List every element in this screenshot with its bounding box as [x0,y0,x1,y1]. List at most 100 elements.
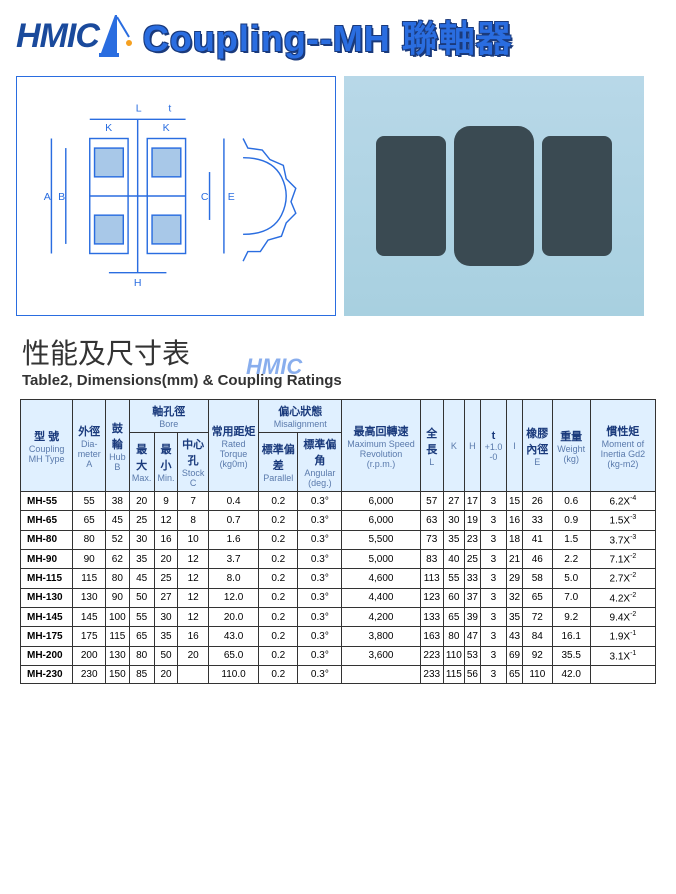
table-cell: 38 [106,492,129,511]
table-cell: 65 [443,607,464,626]
hdr-ang-cn: 標準偏角 [300,436,339,468]
table-cell: 3 [480,627,506,646]
hdr-bore-en: Bore [132,419,207,429]
table-cell: MH-80 [21,530,73,549]
table-cell: 0.3° [298,492,342,511]
table-row: MH-656545251280.70.20.3°6,00063301931633… [21,511,656,530]
table-cell: 35 [506,607,522,626]
table-cell: MH-130 [21,588,73,607]
table-cell: 0.3° [298,511,342,530]
table-cell: 16 [178,627,209,646]
table-cell: 30 [443,511,464,530]
hdr-t-cn: t [483,430,504,442]
page: HMIC Coupling--MH 聯軸器 [0,0,676,696]
table-cell: 16.1 [552,627,590,646]
table-cell: 33 [523,511,552,530]
product-photo [344,76,644,316]
table-cell: 3 [480,588,506,607]
table-cell: 35 [443,530,464,549]
table-cell: 27 [443,492,464,511]
table-cell: 20 [178,646,209,665]
table-cell: 0.3° [298,569,342,588]
table-cell: 80 [106,569,129,588]
table-cell: 27 [154,588,178,607]
table-row: MH-14514510055301220.00.20.3°4,200133653… [21,607,656,626]
table-cell: 3.7 [209,549,259,568]
table-cell: 90 [106,588,129,607]
table-cell: 20.0 [209,607,259,626]
table-cell: 0.3° [298,588,342,607]
table-cell: 45 [106,511,129,530]
table-row: MH-55553820970.40.20.3°6,000572717315260… [21,492,656,511]
table-cell: MH-145 [21,607,73,626]
table-cell: 35 [129,549,154,568]
table-cell: 85 [129,665,154,683]
hdr-e-cn: 橡膠內徑 [525,425,549,457]
table-cell-moi [590,665,655,683]
table-cell: 20 [154,549,178,568]
table-cell: 3 [480,665,506,683]
hdr-ang-en: Angular (deg.) [300,468,339,488]
hdr-dist-en: Rated Torque (kg0m) [211,439,256,469]
table-cell: 3 [480,511,506,530]
table-cell: 1.6 [209,530,259,549]
table-cell: 175 [73,627,106,646]
table-cell: 16 [506,511,522,530]
hdr-c-cn: 中心孔 [180,436,206,468]
table-row: MH-2302301508520110.00.20.3°233115563651… [21,665,656,683]
table-cell: 9.2 [552,607,590,626]
table-cell: 4,600 [342,569,420,588]
table-cell: 43.0 [209,627,259,646]
diagram-label-h: H [134,277,142,289]
table-cell: 65 [73,511,106,530]
hdr-dist-cn: 常用距矩 [211,423,256,439]
data-table: 型 號Coupling MH Type 外徑Dia-meterA 鼓輪HubB … [6,393,670,690]
diagram-label-c: C [201,191,209,203]
hdr-len-en: L [423,457,441,467]
coupling-part-left [376,136,446,256]
diagram-label-a: A [44,191,51,203]
table-cell: 39 [464,607,480,626]
table-cell: 26 [523,492,552,511]
table-cell: 110 [443,646,464,665]
table-cell: 12 [154,511,178,530]
table-cell: 0.3° [298,607,342,626]
table-cell: 29 [506,569,522,588]
table-cell: 5.0 [552,569,590,588]
table-cell: 12 [178,607,209,626]
table-cell: 110 [523,665,552,683]
table-cell-moi: 3.1X-1 [590,646,655,665]
hdr-par-en: Parallel [261,473,295,483]
table-cell: 73 [420,530,443,549]
table-cell: 65 [506,665,522,683]
table-cell: 123 [420,588,443,607]
table-cell: 41 [523,530,552,549]
table-cell: 133 [420,607,443,626]
table-cell: 233 [420,665,443,683]
hdr-h: H [467,441,478,451]
table-cell: 115 [443,665,464,683]
hdr-e-en: E [525,457,549,467]
diagram-label-t: t [168,103,171,115]
table-cell: 0.2 [259,530,298,549]
hdr-dia-cn: 外徑 [75,423,103,439]
table-cell: 150 [106,665,129,683]
table-cell: 115 [106,627,129,646]
hdr-k: K [446,441,462,451]
table-cell: 0.9 [552,511,590,530]
table-cell: 115 [73,569,106,588]
diagram-label-b: B [58,191,65,203]
table-cell: 25 [129,511,154,530]
table-cell: 200 [73,646,106,665]
table-cell: 3 [480,646,506,665]
hdr-len-cn: 全長 [423,425,441,457]
table-cell: 7 [178,492,209,511]
hdr-c-sub: C [180,478,206,488]
table-cell: 15 [506,492,522,511]
table-cell: 90 [73,549,106,568]
table-cell: 2.2 [552,549,590,568]
hdr-moi-cn: 慣性矩 [593,423,653,439]
hdr-moi-en: Moment of Inertia Gd2 (kg-m2) [593,439,653,469]
table-cell: 0.3° [298,665,342,683]
table-cell: 0.3° [298,530,342,549]
